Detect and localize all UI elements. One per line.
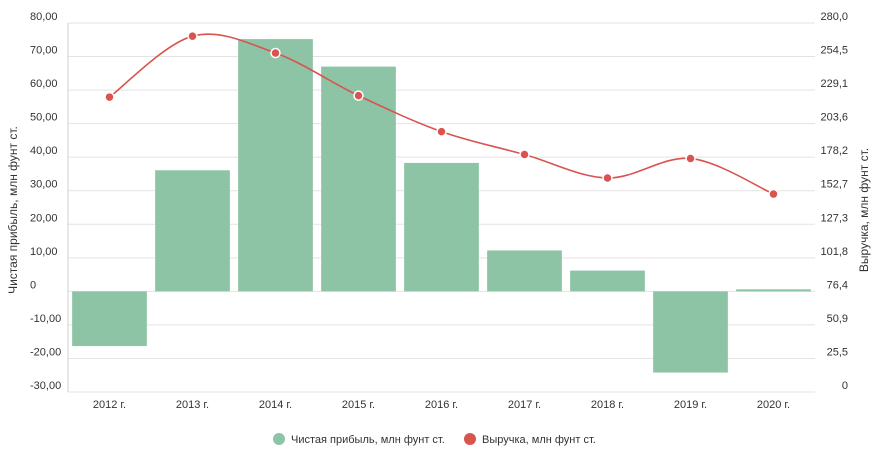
revenue-point[interactable] bbox=[768, 188, 779, 200]
revenue-point[interactable] bbox=[436, 126, 447, 137]
right-axis-title: Выручка, млн фунт ст. bbox=[857, 148, 871, 272]
left-tick-label: -30,00 bbox=[30, 380, 61, 392]
left-axis-title: Чистая прибыль, млн фунт ст. bbox=[6, 126, 20, 294]
revenue-point[interactable] bbox=[187, 30, 198, 42]
right-axis-ticks: 280,0 254,5 229,1 203,6 178,2 152,7 127,3 101,8… bbox=[820, 11, 848, 392]
x-tick-label: 2016 г. bbox=[425, 399, 458, 411]
left-tick-label: -20,00 bbox=[30, 346, 61, 358]
right-tick-label: 127,3 bbox=[820, 212, 848, 224]
left-tick-label: 20,00 bbox=[30, 212, 58, 224]
revenue-point[interactable] bbox=[685, 153, 696, 164]
left-tick-label: 60,00 bbox=[30, 78, 58, 90]
legend-swatch-profit[interactable] bbox=[273, 433, 285, 445]
x-tick-label: 2012 г. bbox=[93, 399, 126, 411]
bar[interactable] bbox=[321, 66, 396, 292]
right-tick-label: 178,2 bbox=[820, 145, 848, 157]
revenue-point[interactable] bbox=[353, 90, 364, 101]
right-tick-label: 25,5 bbox=[827, 346, 848, 358]
x-tick-label: 2020 г. bbox=[757, 399, 790, 411]
bar[interactable] bbox=[736, 289, 811, 292]
right-tick-label: 101,8 bbox=[820, 246, 848, 258]
revenue-point[interactable] bbox=[602, 172, 613, 184]
bar[interactable] bbox=[238, 39, 313, 292]
bar[interactable] bbox=[570, 270, 645, 292]
right-tick-label: 50,9 bbox=[827, 313, 848, 325]
left-tick-label: 30,00 bbox=[30, 179, 58, 191]
left-tick-label: 70,00 bbox=[30, 45, 58, 57]
legend-label-profit[interactable]: Чистая прибыль, млн фунт ст. bbox=[291, 434, 445, 446]
right-tick-label: 152,7 bbox=[820, 179, 848, 191]
right-tick-label: 229,1 bbox=[820, 78, 848, 90]
legend-label-revenue[interactable]: Выручка, млн фунт ст. bbox=[482, 434, 596, 446]
left-tick-label: 0 bbox=[30, 279, 36, 291]
left-axis-ticks: 80,00 70,00 60,00 50,00 40,00 30,00 20,00 10,00… bbox=[30, 11, 61, 392]
right-tick-label: 203,6 bbox=[820, 112, 848, 124]
revenue-point[interactable] bbox=[104, 91, 115, 103]
x-tick-label: 2015 г. bbox=[342, 399, 375, 411]
bar[interactable] bbox=[653, 291, 728, 373]
x-tick-label: 2018 г. bbox=[591, 399, 624, 411]
revenue-point[interactable] bbox=[270, 47, 281, 59]
legend-swatch-revenue[interactable] bbox=[464, 433, 476, 445]
left-tick-label: 50,00 bbox=[30, 112, 58, 124]
revenue-point[interactable] bbox=[519, 149, 530, 160]
bar[interactable] bbox=[155, 170, 230, 292]
revenue-points bbox=[104, 30, 779, 200]
legend: Чистая прибыль, млн фунт ст. Выручка, мл… bbox=[273, 433, 596, 446]
x-tick-label: 2014 г. bbox=[259, 399, 292, 411]
left-tick-label: 40,00 bbox=[30, 145, 58, 157]
bar[interactable] bbox=[404, 162, 479, 292]
bar[interactable] bbox=[487, 250, 562, 292]
right-tick-label: 0 bbox=[842, 380, 848, 392]
x-tick-label: 2013 г. bbox=[176, 399, 209, 411]
left-tick-label: 80,00 bbox=[30, 11, 58, 23]
right-tick-label: 280,0 bbox=[820, 11, 848, 23]
left-tick-label: -10,00 bbox=[30, 313, 61, 325]
left-tick-label: 10,00 bbox=[30, 246, 58, 258]
x-tick-label: 2017 г. bbox=[508, 399, 541, 411]
right-tick-label: 254,5 bbox=[820, 45, 848, 57]
bar[interactable] bbox=[72, 291, 147, 347]
profit-bars bbox=[72, 39, 811, 373]
right-tick-label: 76,4 bbox=[827, 279, 848, 291]
x-axis-ticks: 2012 г. 2013 г. 2014 г. 2015 г. 2016 г. 2017 … bbox=[93, 399, 790, 411]
x-tick-label: 2019 г. bbox=[674, 399, 707, 411]
